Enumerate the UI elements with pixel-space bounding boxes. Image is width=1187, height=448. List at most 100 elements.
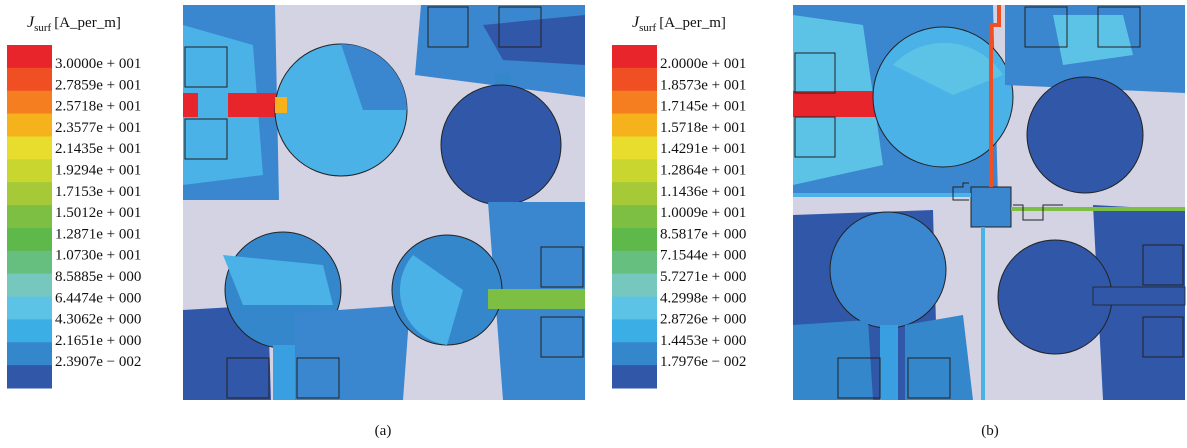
legend-unit: [A_per_m] — [54, 15, 121, 31]
colorbar-band — [612, 227, 657, 252]
field-shape — [540, 316, 584, 358]
field-shape — [483, 15, 585, 65]
field-shape — [223, 255, 333, 305]
field-shape — [1026, 76, 1144, 194]
field-shape — [794, 6, 1184, 399]
colorbar-band — [612, 296, 657, 320]
field-shape — [952, 182, 969, 201]
legend-label: 2.3907e − 002 — [55, 354, 141, 370]
legend-label: 6.4474e + 000 — [55, 290, 141, 306]
colorbar-band — [7, 365, 52, 389]
field-shape — [1142, 316, 1184, 358]
legend-label: 4.2998e + 000 — [660, 290, 746, 306]
legend-label: 1.2871e + 001 — [55, 226, 141, 242]
legend-label: 1.7145e + 001 — [660, 99, 746, 115]
field-shape — [488, 289, 585, 309]
field-shape — [198, 89, 228, 121]
field-shape — [1053, 15, 1133, 65]
legend-label: 2.0000e + 001 — [660, 56, 746, 72]
colorbar-band — [612, 319, 657, 343]
legend-label: 1.7153e + 001 — [55, 184, 141, 200]
legend-label: 1.0730e + 001 — [55, 248, 141, 264]
legend-title: Jsurf [A_per_m] — [632, 14, 726, 34]
legend-label: 5.7271e + 000 — [660, 269, 746, 285]
colorbar-band — [612, 90, 657, 115]
field-shape — [970, 186, 1012, 228]
colorbar-band — [612, 182, 657, 206]
legend-label: 1.8573e + 001 — [660, 77, 746, 93]
legend-label: 1.1436e + 001 — [660, 184, 746, 200]
legend-symbol: J — [27, 14, 35, 31]
colorbar-band — [7, 113, 52, 137]
field-map-a — [183, 5, 585, 400]
legend-label: 1.5012e + 001 — [55, 205, 141, 221]
legend-label: 1.4291e + 001 — [660, 141, 746, 157]
field-shape — [273, 345, 295, 400]
legend-label: 1.0009e + 001 — [660, 205, 746, 221]
field-shape — [880, 325, 898, 400]
legend-unit: [A_per_m] — [659, 15, 726, 31]
colorbar-band — [7, 227, 52, 252]
legend-subscript: surf — [639, 22, 656, 34]
field-shape — [794, 116, 836, 158]
colorbar-band — [7, 319, 52, 343]
colorbar-band — [7, 205, 52, 229]
colorbar-band — [612, 205, 657, 229]
field-shape — [184, 6, 584, 399]
legend: Jsurf [A_per_m] 3.0000e + 001 2.7859e + 001… — [7, 14, 141, 389]
legend-label: 7.1544e + 000 — [660, 248, 746, 264]
field-shape — [1013, 204, 1063, 221]
field-shape — [793, 5, 1185, 400]
field-shape — [793, 320, 873, 400]
legend-label: 4.3062e + 000 — [55, 312, 141, 328]
colorbar-band — [612, 113, 657, 137]
legend-symbol: J — [632, 14, 640, 31]
legend-title: Jsurf [A_per_m] — [27, 14, 121, 34]
legend-label: 8.5885e + 000 — [55, 269, 141, 285]
colorbar-band — [612, 342, 657, 366]
field-shape — [794, 52, 836, 94]
field-map-b — [793, 5, 1186, 400]
caption: (b) — [981, 423, 999, 439]
colorbar-band — [612, 67, 657, 92]
colorbar-band — [7, 159, 52, 183]
field-shape — [540, 246, 584, 288]
field-shape — [427, 6, 469, 48]
field-shape — [1092, 286, 1186, 306]
legend-label: 1.2864e + 001 — [660, 163, 746, 179]
field-shape — [989, 5, 1001, 187]
field-shape — [1142, 244, 1184, 286]
field-shape — [226, 357, 270, 399]
colorbar-band — [612, 273, 657, 298]
field-shape — [1097, 6, 1141, 48]
caption: (a) — [375, 423, 392, 439]
field-shape — [295, 305, 410, 400]
legend-label: 2.1435e + 001 — [55, 141, 141, 157]
legend-label: 1.5718e + 001 — [660, 120, 746, 136]
colorbar-band — [612, 365, 657, 389]
colorbar-band — [612, 159, 657, 183]
field-shape — [907, 357, 951, 399]
colorbar-band — [7, 182, 52, 206]
colorbar-band — [7, 90, 52, 115]
legend-label: 2.1651e + 000 — [55, 333, 141, 349]
field-shape — [793, 91, 888, 117]
field-shape — [498, 6, 542, 48]
field-shape — [296, 357, 340, 399]
field-shape — [184, 46, 228, 88]
colorbar-band — [612, 136, 657, 160]
legend-label: 1.9294e + 001 — [55, 163, 141, 179]
colorbar-band — [612, 45, 657, 69]
field-shape — [893, 42, 1003, 95]
colorbar-band — [7, 136, 52, 160]
field-shape — [440, 84, 562, 206]
legend-label: 2.7859e + 001 — [55, 77, 141, 93]
field-shape — [1024, 6, 1068, 48]
field-shape — [829, 211, 947, 329]
colorbar-band — [7, 250, 52, 275]
colorbar-band — [7, 67, 52, 92]
legend-label: 2.5718e + 001 — [55, 99, 141, 115]
legend: Jsurf [A_per_m] 2.0000e + 001 1.8573e + 001… — [612, 14, 746, 389]
colorbar-band — [612, 250, 657, 275]
